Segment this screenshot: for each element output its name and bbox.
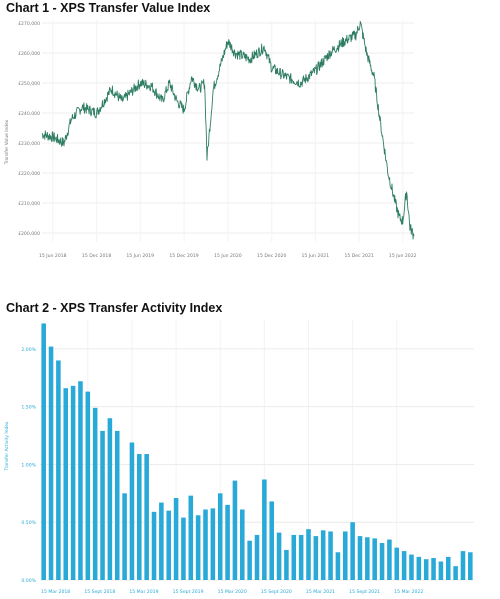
activity-bar: [423, 559, 429, 580]
chart-2-svg: 0.00% 0.50% 1.00% 1.50% 2.00% Transfer Activi…: [4, 320, 474, 595]
y-tick-label: £230,000: [18, 141, 40, 147]
x-tick-label: 15 Sept 2018: [84, 589, 115, 595]
x-tick-label: 15 Mar 2022: [394, 589, 423, 595]
activity-bar: [365, 537, 370, 580]
x-tick-label: 15 Mar 2018: [41, 589, 70, 595]
y-tick-label: 0.00%: [21, 578, 36, 584]
activity-bar: [41, 323, 46, 580]
activity-bar: [298, 534, 304, 580]
activity-bar: [56, 360, 61, 580]
activity-bar: [438, 561, 444, 580]
activity-bar: [379, 543, 385, 580]
activity-bar: [114, 430, 120, 580]
x-tick-label: 15 Dec 2019: [169, 253, 198, 259]
activity-bar: [85, 391, 91, 580]
x-tick-label: 15 Jun 2018: [39, 253, 67, 259]
activity-bar: [247, 540, 252, 580]
x-tick-label: 15 Jun 2021: [301, 253, 329, 259]
activity-bar: [387, 539, 392, 580]
activity-bar: [320, 530, 326, 580]
activity-bar: [262, 479, 267, 580]
y-tick-label: £260,000: [18, 51, 40, 57]
activity-bar: [166, 510, 172, 580]
activity-bar: [431, 558, 436, 580]
x-tick-label: 15 Mar 2019: [129, 589, 158, 595]
activity-bar: [372, 538, 377, 580]
activity-bar: [122, 493, 127, 580]
activity-bar: [401, 551, 407, 580]
activity-bar: [284, 549, 289, 580]
x-tick-label: 15 Jun 2019: [126, 253, 154, 259]
activity-bar: [357, 536, 363, 580]
y-tick-label: £200,000: [18, 231, 40, 237]
activity-bar: [217, 493, 223, 580]
x-tick-label: 15 Mar 2021: [306, 589, 335, 595]
y-tick-label: £250,000: [18, 81, 40, 87]
y-tick-label: 0.50%: [21, 520, 36, 526]
y-tick-label: 2.00%: [21, 347, 36, 353]
activity-bar: [409, 554, 414, 580]
activity-bar: [48, 346, 54, 580]
activity-bar: [416, 556, 422, 580]
chart-2-title: Chart 2 - XPS Transfer Activity Index: [6, 301, 223, 315]
x-tick-label: 15 Mar 2020: [218, 589, 247, 595]
activity-bar: [151, 511, 157, 580]
activity-bar: [210, 508, 216, 580]
y-tick-label: 1.00%: [21, 462, 36, 468]
activity-bar: [445, 556, 451, 580]
activity-bar: [232, 480, 238, 580]
activity-bar: [225, 504, 230, 580]
y-tick-label: 1.50%: [21, 405, 36, 411]
activity-bar: [107, 418, 113, 580]
activity-bar: [92, 407, 98, 580]
y-tick-label: £220,000: [18, 171, 40, 177]
x-tick-label: 15 Dec 2020: [257, 253, 286, 259]
x-tick-label: 15 Dec 2021: [344, 253, 373, 259]
activity-bar: [335, 552, 341, 580]
activity-bar: [328, 531, 333, 580]
activity-bar: [63, 388, 69, 580]
activity-bar: [188, 495, 194, 580]
activity-bar: [78, 381, 83, 580]
chart-1-svg: £200,000 £210,000 £220,000 £230,000 £240,000…: [4, 20, 417, 259]
activity-bar: [144, 454, 149, 580]
activity-bar: [195, 515, 201, 580]
activity-bar: [468, 552, 473, 580]
activity-bar: [240, 509, 245, 580]
activity-bar: [100, 430, 105, 580]
activity-bar: [159, 502, 164, 580]
activity-bar: [181, 517, 186, 580]
activity-bar: [306, 529, 311, 580]
activity-bar: [453, 566, 458, 580]
activity-bar: [394, 547, 400, 580]
activity-bar: [350, 522, 355, 580]
y-tick-label: £240,000: [18, 111, 40, 117]
x-tick-label: 15 Sept 2019: [173, 589, 204, 595]
x-tick-label: 15 Sept 2021: [349, 589, 380, 595]
chart-1-title: Chart 1 - XPS Transfer Value Index: [6, 1, 211, 15]
x-tick-label: 15 Dec 2018: [82, 253, 111, 259]
activity-bar: [342, 531, 348, 580]
y-tick-label: £210,000: [18, 201, 40, 207]
y-axis-title: Transfer Value Index: [4, 119, 10, 165]
activity-bar: [254, 534, 260, 580]
x-tick-label: 15 Jun 2022: [389, 253, 417, 259]
y-axis-title: Transfer Activity Index: [4, 421, 10, 471]
activity-bar: [460, 551, 466, 580]
activity-bar: [203, 509, 208, 580]
x-tick-label: 15 Sept 2020: [261, 589, 292, 595]
activity-bar: [291, 534, 297, 580]
value-index-line: [41, 21, 415, 240]
activity-bar: [173, 497, 179, 580]
activity-bar: [276, 532, 282, 580]
activity-bar: [70, 385, 76, 580]
activity-bar: [269, 501, 274, 580]
x-tick-label: 15 Jun 2020: [214, 253, 242, 259]
activity-bar: [313, 536, 319, 580]
activity-bar: [137, 454, 142, 580]
activity-bar: [129, 442, 135, 580]
y-tick-label: £270,000: [18, 21, 40, 27]
